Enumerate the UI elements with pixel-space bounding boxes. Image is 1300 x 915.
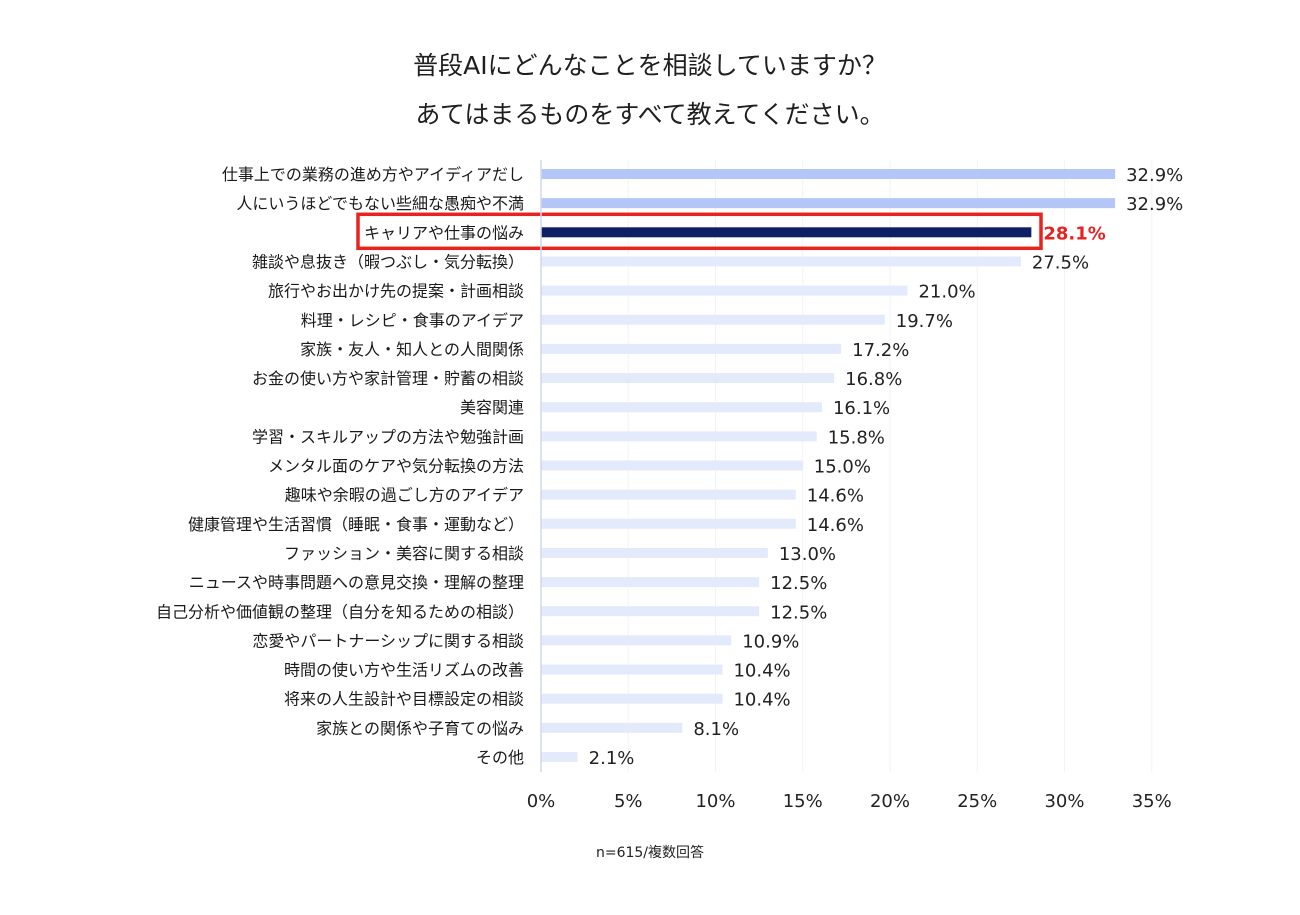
x-tick-label: 20% [870,791,910,812]
x-tick-label: 35% [1132,791,1172,812]
category-label: その他 [476,748,524,767]
category-label: お金の使い方や家計管理・貯蓄の相談 [252,369,524,388]
category-label: 時間の使い方や生活リズムの改善 [284,661,524,680]
category-label: 料理・レシピ・食事のアイデア [301,311,524,330]
bar [541,373,835,384]
category-label: 恋愛やパートナーシップに関する相談 [252,631,524,650]
category-label: ニュースや時事問題への意見交換・理解の整理 [189,573,524,592]
x-tick-label: 5% [614,791,643,812]
category-label: メンタル面のケアや気分転換の方法 [268,457,524,476]
category-label: 健康管理や生活習慣（睡眠・食事・運動など） [188,515,524,534]
bar [541,577,760,588]
category-label: キャリアや仕事の悩み [364,223,524,242]
bar [541,169,1116,179]
bar [541,314,885,325]
value-label: 10.4% [733,690,790,711]
value-label: 16.1% [833,398,890,419]
value-label: 17.2% [852,340,909,361]
chart-title-line-2: あてはまるものをすべて教えてください。 [415,100,885,129]
bar [541,460,803,471]
category-label: 学習・スキルアップの方法や勉強計画 [252,427,524,446]
bar [541,343,842,354]
bar [541,752,578,762]
x-tick-label: 10% [695,791,735,812]
value-label: 8.1% [693,719,739,740]
value-label: 28.1% [1043,223,1105,244]
x-tick-label: 30% [1044,791,1084,812]
category-label: 趣味や余暇の過ごし方のアイデア [285,486,524,505]
value-label: 10.9% [742,631,799,652]
bar [541,635,732,646]
bar [541,431,817,442]
x-tick-label: 0% [527,791,556,812]
x-tick-label: 15% [783,791,823,812]
category-label: 旅行やお出かけ先の提案・計画相談 [268,282,524,301]
bar [541,256,1021,267]
category-label: 雑談や息抜き（暇つぶし・気分転換） [252,252,524,271]
chart-title-line-1: 普段AIにどんなことを相談していますか？ [413,51,887,80]
category-label: 家族との関係や子育ての悩み [316,719,524,738]
highlight-box [356,212,1043,251]
category-label: 将来の人生設計や目標設定の相談 [284,690,524,709]
category-label: 家族・友人・知人との人間関係 [300,340,524,359]
bar [541,547,768,558]
category-label: 仕事上での業務の進め方やアイディアだし [222,165,524,184]
value-label: 19.7% [896,311,953,332]
bar [541,227,1032,238]
value-label: 21.0% [918,282,975,303]
footnote: n=615/複数回答 [595,845,705,861]
value-label: 16.8% [845,369,902,390]
bar [541,693,723,704]
value-label: 15.0% [814,457,871,478]
category-label: ファッション・美容に関する相談 [284,544,524,563]
bar [541,518,796,529]
value-label: 12.5% [770,573,827,594]
category-label: 自己分析や価値観の整理（自分を知るための相談） [156,602,524,621]
bar [541,606,760,617]
x-tick-label: 25% [957,791,997,812]
category-label: 美容関連 [460,398,524,417]
bar [541,722,683,733]
value-label: 27.5% [1032,252,1089,273]
bar [541,285,908,296]
value-label: 13.0% [779,544,836,565]
bar [541,198,1116,209]
bar [541,664,723,675]
category-label: 人にいうほどでもない些細な愚痴や不満 [236,194,524,213]
value-label: 2.1% [589,748,635,769]
value-label: 14.6% [807,515,864,536]
value-label: 12.5% [770,602,827,623]
bar [541,402,822,413]
value-label: 32.9% [1126,194,1183,215]
value-label: 14.6% [807,486,864,507]
value-label: 10.4% [733,661,790,682]
value-label: 32.9% [1126,165,1183,186]
value-label: 15.8% [828,427,885,448]
bar [541,489,796,500]
